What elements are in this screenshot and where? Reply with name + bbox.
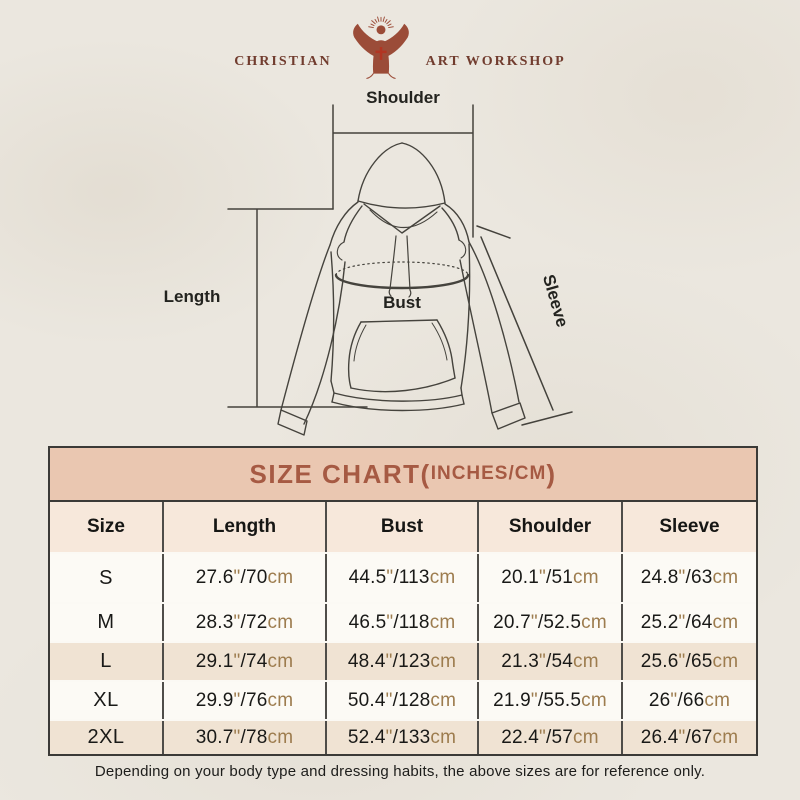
title-units: INCHES/CM [430, 463, 547, 484]
cell-shoulder: 22.4 "/57 cm [479, 721, 623, 754]
shoulder-measure-line [332, 104, 474, 238]
brand-name-right: ART WORKSHOP [425, 54, 566, 69]
hoodie-line-art [277, 142, 526, 436]
column-header-sleeve: Sleeve [659, 516, 720, 537]
length-dimension-label: Length [163, 287, 221, 306]
cell-size: S [50, 554, 164, 602]
size-chart-table: SIZE CHART(INCHES/CM) Size Length Bust S… [48, 446, 758, 756]
table-row-2xl: 2XL 30.7 "/78 cm 52.4 "/133 cm 22.4 "/57 cm 26.4 " /… [50, 719, 756, 754]
cell-size: M [50, 604, 164, 641]
cell-length: 27.6 "/70 cm [164, 554, 327, 602]
cell-length: 30.7 "/78 cm [164, 721, 327, 754]
cell-bust: 44.5 "/113 cm [327, 554, 479, 602]
column-header-size: Size [50, 502, 164, 552]
measurement-lines [227, 104, 573, 426]
cell-bust: 52.4 "/133 cm [327, 721, 479, 754]
table-row-l: L 29.1 "/74 cm 48.4 "/123 cm 21.3 "/54 cm 25.6 "/65… [50, 641, 756, 680]
cell-length: 28.3 "/72 cm [164, 604, 327, 641]
table-row-m: M 28.3 "/72 cm 46.5 "/118 cm 20.7 "/52.5 cm 25.2 " /… [50, 602, 756, 641]
reference-note: Depending on your body type and dressing… [94, 763, 706, 780]
cell-size: XL [50, 682, 164, 719]
column-header-shoulder: Shoulder [479, 502, 623, 552]
cell-bust: 48.4 "/123 cm [327, 643, 479, 680]
table-header-row: Size Length Bust Shoulder Sleeve [50, 502, 756, 552]
table-row-s: S 27.6 "/70 cm 44.5 "/113 cm 20.1 "/51 cm 24.8 "/63… [50, 552, 756, 602]
cell-sleeve: 24.8 "/63 cm [640, 567, 739, 588]
cell-bust: 50.4 "/128 cm [327, 682, 479, 719]
cell-shoulder: 21.3 "/54 cm [479, 643, 623, 680]
cell-sleeve: 26.4 "/67 cm [640, 726, 739, 748]
title-close: ) [546, 458, 557, 489]
cell-sleeve: 26 "/66 cm [648, 689, 731, 711]
cell-shoulder: 21.9 "/55.5 cm [479, 682, 623, 719]
cell-sleeve: 25.6 "/65 cm [640, 650, 739, 672]
cell-size: 2XL [50, 721, 164, 754]
length-measure-line [227, 208, 368, 408]
size-chart-title: SIZE CHART(INCHES/CM) [50, 448, 756, 502]
brand-logo: CHRISTIAN [0, 10, 800, 82]
cell-shoulder: 20.1 "/51 cm [479, 554, 623, 602]
cell-shoulder: 20.7 "/52.5 cm [479, 604, 623, 641]
title-main: SIZE CHART( [249, 458, 431, 489]
cell-sleeve: 25.2 "/64 cm [640, 611, 739, 633]
shoulder-dimension-label: Shoulder [366, 88, 440, 107]
jesus-open-arms-icon [352, 16, 409, 79]
column-header-length: Length [164, 502, 327, 552]
cell-size: L [50, 643, 164, 680]
table-row-xl: XL 29.9 "/76 cm 50.4 "/128 cm 21.9 "/55.5 cm 26 "/6… [50, 680, 756, 719]
size-table-body: S 27.6 "/70 cm 44.5 "/113 cm 20.1 "/51 cm 24.8 "/63… [50, 552, 756, 754]
cell-bust: 46.5 "/118 cm [327, 604, 479, 641]
cell-length: 29.9 "/76 cm [164, 682, 327, 719]
brand-name-left: CHRISTIAN [234, 54, 332, 69]
cell-length: 29.1 "/74 cm [164, 643, 327, 680]
column-header-bust: Bust [327, 502, 479, 552]
bust-dimension-label: Bust [383, 293, 421, 312]
sleeve-dimension-label: Sleeve [538, 272, 573, 330]
